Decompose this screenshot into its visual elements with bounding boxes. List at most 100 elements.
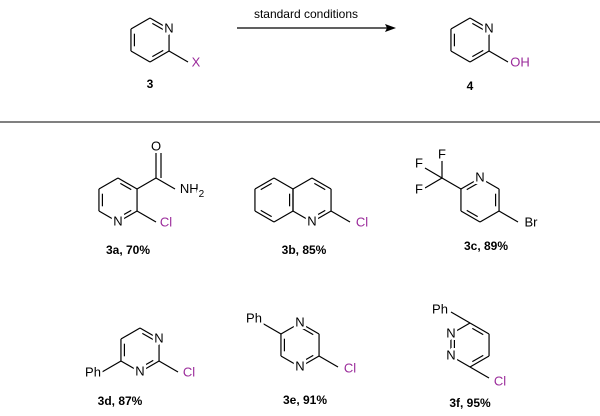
bond xyxy=(469,366,490,379)
bond xyxy=(466,209,478,218)
atom: X xyxy=(192,54,201,69)
bond xyxy=(117,210,138,223)
bonds xyxy=(98,17,519,379)
bond xyxy=(469,355,490,368)
atom: N xyxy=(295,358,304,373)
bond xyxy=(488,50,509,63)
bond xyxy=(152,22,164,31)
bond xyxy=(158,360,179,373)
atom: F xyxy=(415,181,423,196)
bond xyxy=(149,17,170,30)
bond xyxy=(98,177,119,190)
bond xyxy=(120,182,132,191)
bond xyxy=(280,322,301,335)
bond xyxy=(472,327,484,336)
bond xyxy=(302,354,314,363)
bond xyxy=(149,50,170,63)
compound-label: 3c, 89% xyxy=(464,239,508,253)
bond xyxy=(101,360,122,373)
atom: N xyxy=(446,347,455,362)
atom: N xyxy=(164,20,173,35)
atom: OH xyxy=(510,54,530,69)
atom: N xyxy=(135,363,144,378)
subscript: 2 xyxy=(199,189,205,200)
bond xyxy=(261,322,282,335)
bond xyxy=(450,50,471,63)
bond xyxy=(472,22,484,31)
bond xyxy=(117,177,138,190)
bond xyxy=(136,177,157,190)
bond xyxy=(450,17,471,30)
atom: N xyxy=(154,330,163,345)
bond xyxy=(472,49,484,58)
atom: N xyxy=(475,169,484,184)
bond xyxy=(120,327,141,340)
bond xyxy=(450,322,471,335)
atom: Cl xyxy=(344,360,356,375)
atom: Cl xyxy=(494,373,506,388)
bond xyxy=(260,182,272,191)
compound-label: 3a, 70% xyxy=(106,243,150,257)
compound-label: 4 xyxy=(467,79,474,93)
bond xyxy=(450,355,471,368)
bond xyxy=(299,355,320,368)
bond xyxy=(142,332,154,341)
atom: N xyxy=(295,314,304,329)
compound-label: 3 xyxy=(147,77,154,91)
compound-label: 3f, 95% xyxy=(449,396,491,410)
arrow-head xyxy=(385,24,396,32)
atom: Cl xyxy=(160,214,172,229)
bond xyxy=(292,210,313,223)
bond xyxy=(280,355,301,368)
bond xyxy=(136,210,157,223)
bond xyxy=(460,210,481,223)
bond xyxy=(142,359,154,368)
atom: Br xyxy=(525,214,539,229)
bond xyxy=(479,210,500,223)
bond xyxy=(460,177,481,190)
atom: Cl xyxy=(183,364,195,379)
bond xyxy=(469,50,490,63)
bond xyxy=(120,209,132,218)
bond xyxy=(314,209,326,218)
bond xyxy=(273,177,294,190)
bond xyxy=(260,209,272,218)
bond xyxy=(469,322,490,335)
bond xyxy=(292,177,313,190)
bond xyxy=(424,167,443,179)
bond xyxy=(139,327,160,340)
compound-label: 3d, 87% xyxy=(98,394,143,408)
bond xyxy=(314,182,326,191)
bond xyxy=(318,355,339,368)
bond xyxy=(130,50,151,63)
atom: O xyxy=(151,138,161,153)
bond xyxy=(498,210,519,223)
bond xyxy=(472,354,484,363)
bond xyxy=(139,360,160,373)
bond xyxy=(273,210,294,223)
atom: NH xyxy=(180,181,199,196)
bond xyxy=(130,17,151,30)
atom: N xyxy=(484,20,493,35)
bond xyxy=(168,50,189,63)
bond xyxy=(311,210,332,223)
bond xyxy=(302,327,314,336)
conditions: standard conditions xyxy=(254,7,358,21)
atom: N xyxy=(113,213,122,228)
bond xyxy=(299,322,320,335)
bond xyxy=(120,360,141,373)
atom: Ph xyxy=(432,301,448,316)
bond xyxy=(469,17,490,30)
atom: Ph xyxy=(246,310,262,325)
atom: F xyxy=(415,155,423,170)
bond xyxy=(152,49,164,58)
bond xyxy=(254,177,275,190)
compound-label: 3b, 85% xyxy=(282,243,327,257)
bond xyxy=(330,210,351,223)
bond xyxy=(441,177,462,190)
bond xyxy=(424,177,443,189)
atom: Ph xyxy=(85,364,101,379)
atom: Cl xyxy=(356,214,368,229)
bond xyxy=(98,210,119,223)
